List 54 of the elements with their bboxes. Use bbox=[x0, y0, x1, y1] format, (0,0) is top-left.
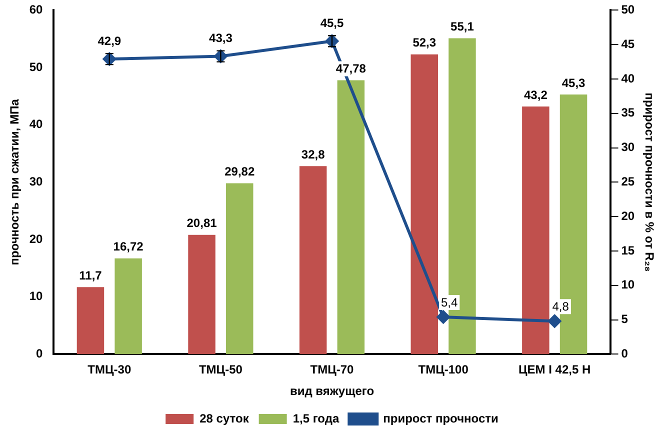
bar bbox=[226, 183, 254, 354]
bar bbox=[188, 234, 216, 354]
y2-tick-label: 5 bbox=[621, 312, 628, 326]
y2-tick-label: 45 bbox=[621, 36, 635, 51]
point bbox=[548, 314, 562, 328]
y2-tick-label: 10 bbox=[621, 278, 635, 292]
y2-tick-label: 40 bbox=[621, 71, 635, 86]
data-label: 42,9 bbox=[98, 34, 122, 48]
data-label: 20,81 bbox=[186, 216, 218, 230]
legend-label: 1,5 года bbox=[292, 411, 340, 426]
legend-label: 28 суток bbox=[200, 411, 250, 426]
data-label: 29,82 bbox=[224, 164, 255, 179]
y2-tick-label: 25 bbox=[621, 174, 635, 189]
x-tick-label: ТМЦ-30 bbox=[88, 362, 132, 377]
x-tick-label: ТМЦ-50 bbox=[198, 362, 243, 377]
x-tick-label: ТМЦ-70 bbox=[310, 362, 354, 377]
y2-tick-label: 20 bbox=[621, 208, 635, 223]
data-label: 32,8 bbox=[301, 147, 326, 162]
y2-tick-label: 15 bbox=[621, 243, 635, 258]
y2-tick-label: 30 bbox=[621, 140, 635, 154]
data-label: 55,1 bbox=[450, 20, 474, 34]
x-tick-label: ЦЕМ I 42,5 Н bbox=[518, 362, 591, 377]
data-label: 5,4 bbox=[440, 295, 458, 310]
y-tick-label: 20 bbox=[29, 232, 44, 246]
data-label: 47,78 bbox=[336, 62, 366, 76]
y2-tick-label: 35 bbox=[621, 106, 635, 120]
bar bbox=[337, 80, 365, 354]
y2-tick-label: 50 bbox=[621, 2, 635, 17]
bar bbox=[522, 106, 550, 354]
data-label: 45,3 bbox=[562, 76, 586, 90]
data-label: 52,3 bbox=[412, 36, 436, 50]
legend-label: прирост прочности bbox=[383, 411, 498, 426]
data-label: 16,72 bbox=[113, 240, 144, 254]
data-label: 11,7 bbox=[79, 268, 102, 282]
point bbox=[436, 310, 450, 324]
data-label: 4,8 bbox=[552, 299, 570, 314]
y-tick-label: 30 bbox=[29, 174, 44, 189]
y2-tick-label: 0 bbox=[621, 346, 628, 361]
y-tick-label: 60 bbox=[29, 2, 44, 17]
y-tick-label: 10 bbox=[29, 289, 44, 304]
y-tick-label: 0 bbox=[36, 346, 44, 361]
bar bbox=[410, 54, 438, 354]
bar bbox=[299, 166, 327, 354]
data-label: 43,3 bbox=[209, 31, 233, 46]
y-axis-title: прочность при сжатии, МПа bbox=[8, 98, 22, 266]
data-label: 45,5 bbox=[320, 16, 344, 30]
bar bbox=[76, 287, 104, 354]
data-label: 43,2 bbox=[524, 88, 548, 102]
x-axis-title: вид вяжущего bbox=[290, 384, 374, 398]
y-tick-label: 50 bbox=[29, 60, 44, 74]
bar bbox=[114, 258, 142, 354]
x-tick-label: ТМЦ-100 bbox=[418, 362, 469, 377]
y-tick-label: 40 bbox=[29, 117, 44, 132]
y2-axis-title: прирост прочности в % от R₂₈ bbox=[642, 92, 656, 272]
